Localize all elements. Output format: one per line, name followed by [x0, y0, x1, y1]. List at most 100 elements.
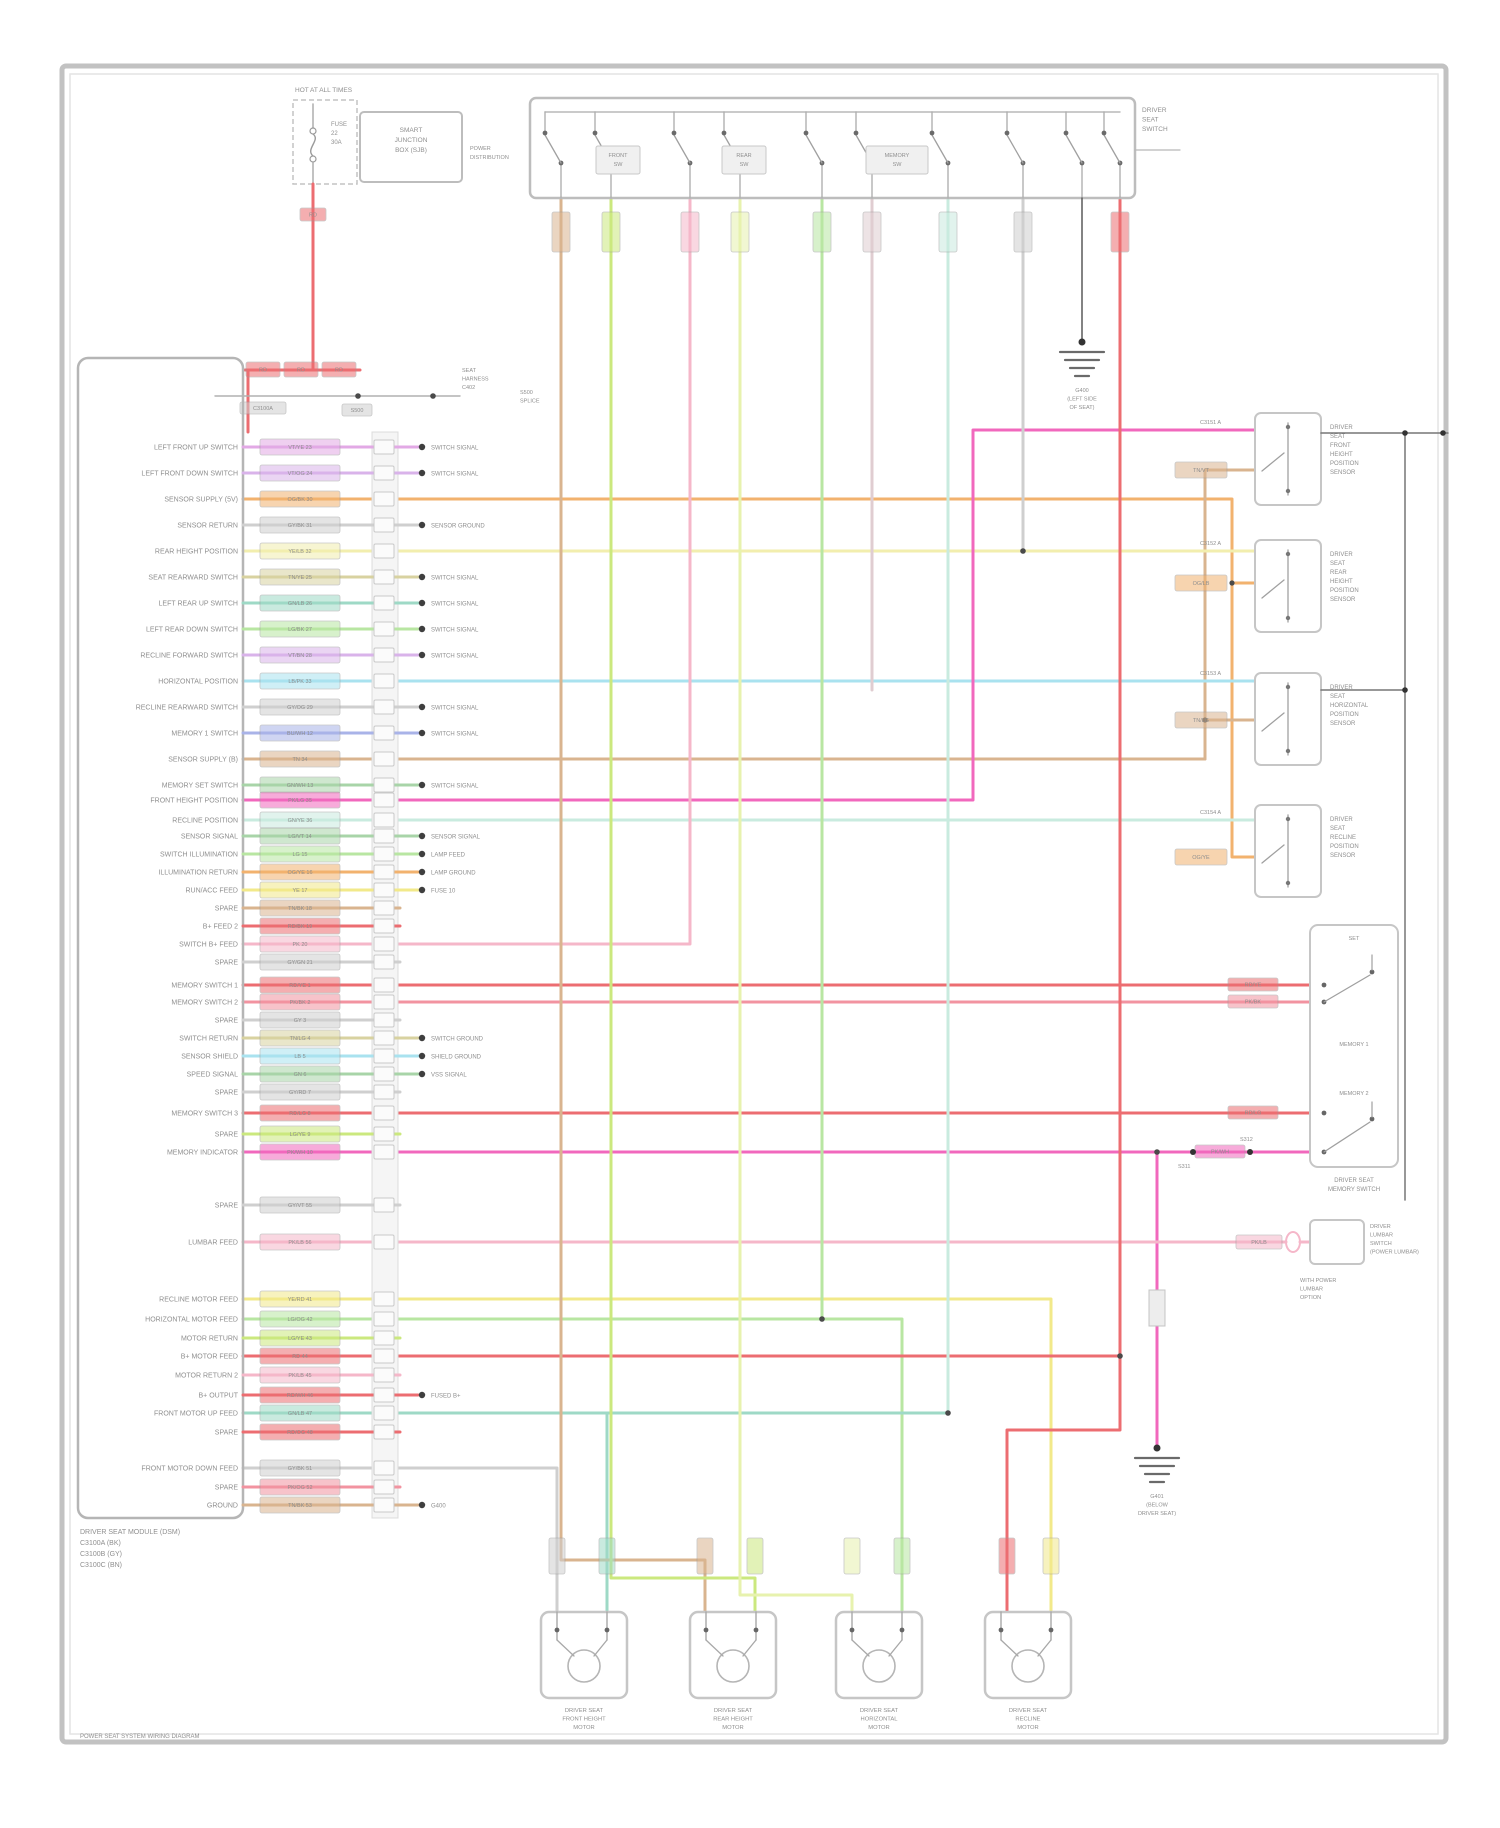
- sensor-label: DRIVER: [1330, 552, 1353, 558]
- pin-box: [373, 1330, 395, 1346]
- lumbar-connector-box: [1309, 1219, 1365, 1265]
- row-code-box: [259, 1065, 341, 1083]
- row-destination-label: LAMP GROUND: [431, 871, 476, 877]
- junction-dot: [929, 130, 935, 136]
- pin-box: [373, 900, 395, 916]
- wire-drop: [559, 196, 707, 1614]
- row-code-box: [259, 791, 341, 809]
- header-red-code: [321, 361, 357, 378]
- lumbar-label: DRIVER: [1370, 1224, 1391, 1230]
- row-code-box: [259, 953, 341, 971]
- motor-lead: [742, 1639, 757, 1657]
- memory-switch-label: DRIVER SEAT: [1334, 1178, 1374, 1184]
- wire-code: GY/VT 55: [288, 1203, 312, 1209]
- ground-label-g400: (LEFT SIDE: [1067, 397, 1097, 403]
- motor-lead: [888, 1639, 903, 1657]
- row-destination-label: SWITCH SIGNAL: [431, 472, 479, 478]
- wire-orangebus: [241, 497, 1257, 859]
- module-pin-label: REAR HEIGHT POSITION: [155, 549, 238, 556]
- sensor-label: SEAT: [1330, 561, 1346, 567]
- row-code-box: [259, 1478, 341, 1496]
- row-code-box: [259, 1347, 341, 1365]
- module-pin-label: SPARE: [215, 1132, 239, 1139]
- switch-inner-label: SW: [893, 162, 903, 168]
- lumbar-wire-code: [1235, 1234, 1283, 1250]
- switch-blade: [931, 134, 949, 164]
- module-bottom-label: DRIVER SEAT MODULE (DSM): [80, 1529, 180, 1536]
- motor-symbol: [862, 1649, 896, 1683]
- row-destination-label: SWITCH SIGNAL: [431, 446, 479, 452]
- row-code-box: [259, 1423, 341, 1441]
- sensor-label: SEAT: [1330, 694, 1346, 700]
- row-code-box: [259, 1233, 341, 1251]
- header-gray-code: [239, 401, 287, 415]
- row-code-box: [259, 542, 341, 560]
- wire-m4r: [241, 1297, 1053, 1614]
- header-note: C402: [462, 385, 475, 391]
- wire-code: BU/WH 12: [287, 731, 313, 737]
- pin-box: [373, 621, 395, 637]
- motor-box: [983, 1610, 1073, 1700]
- sensor-wire-code: [1174, 574, 1228, 592]
- row-code-box: [259, 1290, 341, 1308]
- inner-border: [69, 73, 1439, 1735]
- module-pin-label: SWITCH B+ FEED: [179, 942, 238, 949]
- sensor-label: HORIZONTAL: [1330, 703, 1369, 709]
- junction-dot: [355, 393, 361, 399]
- motor-wire-code-box: [746, 1537, 764, 1575]
- memory-switch-blade: [1323, 974, 1371, 1003]
- row-code-box: [259, 620, 341, 638]
- junction-dot: [1285, 424, 1291, 430]
- ground-label-g400: OF SEAT): [1070, 405, 1095, 411]
- junction-dot: [803, 130, 809, 136]
- pin-box: [373, 465, 395, 481]
- pin-box: [373, 1497, 395, 1513]
- motor-wire-code-box: [696, 1537, 714, 1575]
- wire-code: GY/RD 7: [289, 1090, 311, 1096]
- sensor-label: SENSOR: [1330, 721, 1356, 727]
- module-pin-label: MOTOR RETURN 2: [175, 1373, 238, 1380]
- row-destination-label: SENSOR SIGNAL: [431, 835, 481, 841]
- drop-code-box: [812, 211, 832, 253]
- wire-code: LB/PK 33: [288, 679, 311, 685]
- fuse-side-note: DISTRIBUTION: [470, 155, 509, 161]
- motor-wire-code-box: [1042, 1537, 1060, 1575]
- sensor-wiper: [1261, 452, 1285, 472]
- pin-box: [373, 699, 395, 715]
- wire-code: RD/LG 8: [289, 1111, 310, 1117]
- ground-label-g401: DRIVER SEAT): [1138, 1511, 1176, 1517]
- row-code-box: [259, 1386, 341, 1404]
- pin-box: [373, 517, 395, 533]
- module-pin-label: SEAT REARWARD SWITCH: [148, 575, 238, 582]
- header-gray-code: [341, 403, 373, 417]
- module-pin-label: SENSOR RETURN: [177, 523, 238, 530]
- junction-dot: [418, 1391, 426, 1399]
- row-destination-label: G400: [431, 1504, 446, 1510]
- junction-dot: [1285, 488, 1291, 494]
- junction-dot: [1020, 548, 1026, 554]
- row-destination-label: SWITCH SIGNAL: [431, 706, 479, 712]
- drop-code-box: [862, 211, 882, 253]
- junction-dot: [1285, 551, 1291, 557]
- ground-label-g401: (BELOW: [1146, 1503, 1169, 1509]
- motor-box: [834, 1610, 924, 1700]
- motor-label: HORIZONTAL: [861, 1717, 899, 1723]
- row-code-box: [259, 1459, 341, 1477]
- row-code-box: [259, 1029, 341, 1047]
- row-code-box: [259, 594, 341, 612]
- module-pin-label: LEFT FRONT UP SWITCH: [154, 445, 238, 452]
- sensor-label: SENSOR: [1330, 853, 1356, 859]
- module-pin-label: FRONT MOTOR DOWN FEED: [141, 1466, 238, 1473]
- lumbar-label: LUMBAR: [1370, 1233, 1393, 1239]
- motor-lead: [851, 1639, 870, 1657]
- sensor-label: SEAT: [1330, 826, 1346, 832]
- junction-dot: [418, 573, 426, 581]
- junction-dot: [1285, 880, 1291, 886]
- pin-box: [373, 864, 395, 880]
- pin-box: [373, 1460, 395, 1476]
- junction-dot: [418, 521, 426, 529]
- module-pin-label: RECLINE POSITION: [172, 818, 238, 825]
- row-code-box: [259, 935, 341, 953]
- wire-code: PK/OG 52: [287, 1485, 312, 1491]
